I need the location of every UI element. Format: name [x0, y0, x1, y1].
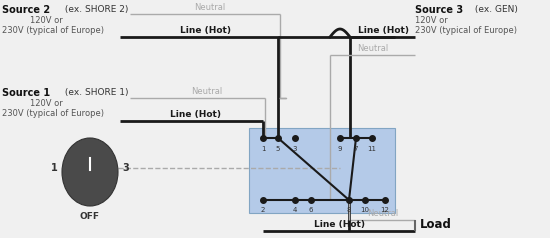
Text: 230V (typical of Europe): 230V (typical of Europe): [415, 26, 517, 35]
Text: Neutral: Neutral: [358, 44, 389, 53]
Text: 7: 7: [354, 146, 358, 152]
Text: 2: 2: [261, 207, 265, 213]
Text: OFF: OFF: [80, 212, 100, 221]
Text: Neutral: Neutral: [194, 3, 225, 12]
Text: 8: 8: [346, 207, 351, 213]
Ellipse shape: [62, 138, 118, 206]
Text: Load: Load: [420, 218, 452, 232]
Text: 3: 3: [122, 163, 129, 173]
Text: Line (Hot): Line (Hot): [358, 26, 409, 35]
Text: 1: 1: [51, 163, 58, 173]
Text: Source 1: Source 1: [2, 88, 50, 98]
Text: 1: 1: [261, 146, 265, 152]
Text: Line (Hot): Line (Hot): [179, 26, 230, 35]
Text: (ex. SHORE 2): (ex. SHORE 2): [62, 5, 128, 14]
Text: 120V or: 120V or: [30, 99, 63, 108]
Text: 9: 9: [338, 146, 342, 152]
Text: 5: 5: [276, 146, 280, 152]
Text: 3: 3: [293, 146, 297, 152]
Text: (ex. SHORE 1): (ex. SHORE 1): [62, 88, 129, 97]
Text: 12: 12: [381, 207, 389, 213]
Text: 11: 11: [367, 146, 377, 152]
Text: 4: 4: [293, 207, 297, 213]
Text: Neutral: Neutral: [191, 87, 223, 96]
Text: (ex. GEN): (ex. GEN): [472, 5, 518, 14]
Text: 230V (typical of Europe): 230V (typical of Europe): [2, 109, 104, 118]
Text: 6: 6: [309, 207, 313, 213]
Text: 2: 2: [87, 138, 94, 148]
Text: 120V or: 120V or: [30, 16, 63, 25]
Text: Neutral: Neutral: [367, 209, 399, 218]
Text: 230V (typical of Europe): 230V (typical of Europe): [2, 26, 104, 35]
Bar: [249, 128, 395, 213]
Text: 10: 10: [360, 207, 370, 213]
Text: Source 2: Source 2: [2, 5, 50, 15]
Text: Source 3: Source 3: [415, 5, 463, 15]
Text: Line (Hot): Line (Hot): [315, 220, 366, 229]
Text: Line (Hot): Line (Hot): [169, 110, 221, 119]
Text: 120V or: 120V or: [415, 16, 448, 25]
